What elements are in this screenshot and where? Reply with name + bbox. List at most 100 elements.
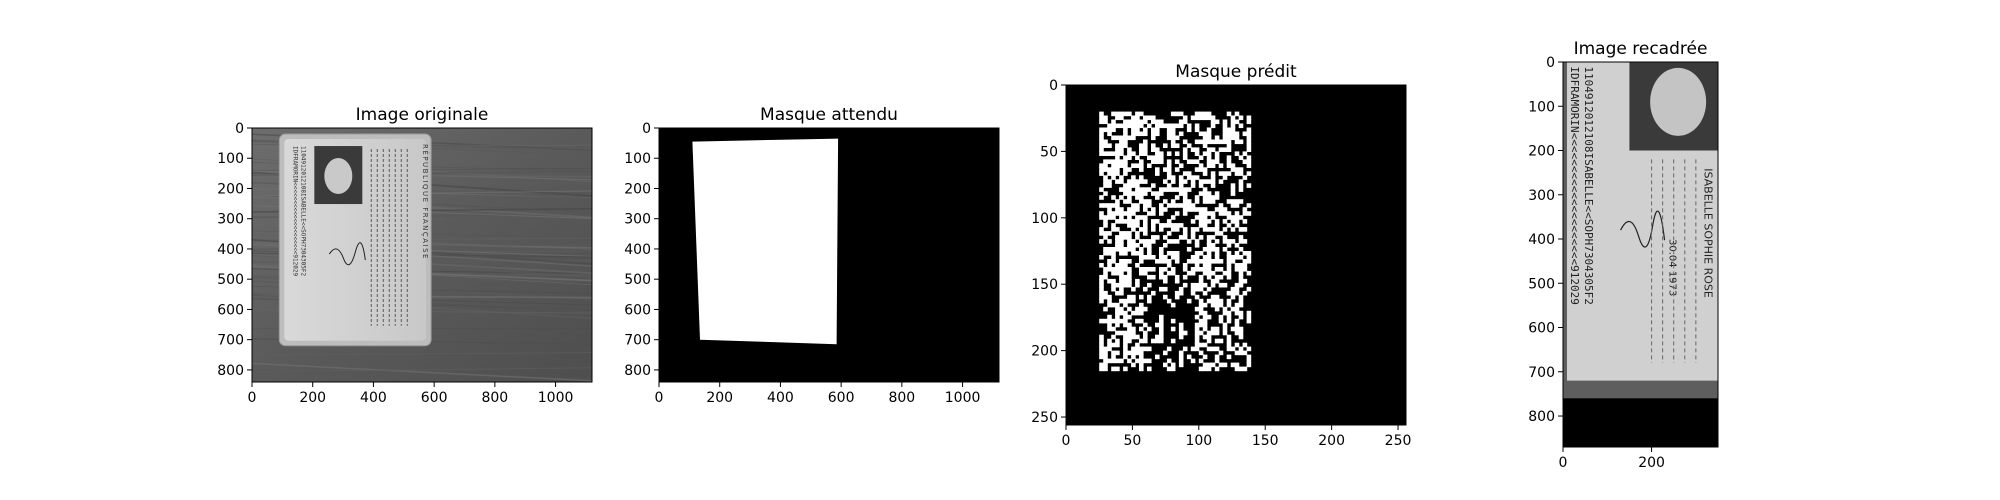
mask-pixel: [1159, 123, 1164, 129]
mask-pixel: [1107, 183, 1112, 188]
mask-pixel: [1214, 358, 1220, 364]
mask-pixel: [1230, 183, 1236, 188]
mask-pixel: [1123, 334, 1128, 340]
x-tick-label: 600: [421, 390, 448, 406]
mask-pixel: [1198, 366, 1204, 372]
crop-mrz-line-1: IDFRAMORIN<<<<<<<<<<<<<<<<<<<<912029: [1568, 66, 1581, 304]
mask-pixel: [1202, 223, 1208, 228]
mask-pixel: [1238, 255, 1244, 260]
mask-pixel: [1246, 203, 1252, 208]
mask-pixel: [1127, 207, 1132, 212]
mask-pixel: [1103, 179, 1108, 184]
y-tick-label: 300: [624, 212, 651, 228]
mask-pixel: [1163, 278, 1168, 284]
mask-pixel: [1143, 334, 1148, 340]
mask-pixel: [1127, 123, 1132, 129]
mask-pixel: [1238, 330, 1244, 336]
mask-pixel: [1115, 302, 1120, 308]
mask-pixel: [1198, 306, 1204, 312]
mask-pixel: [1190, 255, 1196, 260]
mask-pixel: [1190, 270, 1196, 276]
mask-pixel: [1123, 251, 1128, 256]
mask-pixel: [1115, 171, 1120, 176]
mask-pixel: [1170, 127, 1176, 133]
mask-pixel: [1107, 123, 1112, 129]
mask-pixel: [1170, 135, 1176, 141]
mask-pixel: [1111, 354, 1116, 360]
mask-pixel: [1123, 338, 1128, 344]
mask-pixel: [1210, 139, 1216, 145]
mask-pixel: [1194, 346, 1200, 352]
mask-pixel: [1127, 119, 1132, 125]
mask-pixel: [1226, 139, 1232, 145]
mask-pixel: [1206, 199, 1212, 204]
mask-pixel: [1103, 274, 1108, 280]
mask-pixel: [1226, 171, 1232, 176]
mask-pixel: [1103, 346, 1108, 352]
mask-pixel: [1135, 223, 1140, 228]
mask-pixel: [1111, 159, 1116, 164]
mask-pixel: [1182, 227, 1188, 232]
mask-pixel: [1107, 207, 1112, 212]
mask-pixel: [1222, 330, 1228, 336]
mask-pixel: [1155, 131, 1160, 137]
mask-pixel: [1163, 223, 1168, 228]
mask-pixel: [1198, 251, 1204, 256]
mask-pixel: [1115, 282, 1120, 288]
mask-pixel: [1107, 259, 1112, 264]
mask-pixel: [1246, 251, 1252, 256]
mask-pixel: [1143, 139, 1148, 145]
x-tick-label: 400: [767, 390, 794, 406]
mask-pixel: [1210, 159, 1216, 164]
mask-pixel: [1202, 207, 1208, 212]
mask-pixel: [1206, 159, 1212, 164]
y-tick-label: 0: [642, 121, 651, 137]
mask-pixel: [1151, 155, 1156, 160]
mask-pixel: [1214, 155, 1220, 160]
mask-pixel: [1218, 302, 1224, 308]
mask-pixel: [1222, 306, 1228, 312]
mask-pixel: [1147, 199, 1152, 204]
mask-pixel: [1147, 247, 1152, 252]
mask-pixel: [1226, 147, 1232, 152]
mask-pixel: [1166, 270, 1172, 276]
mask-pixel: [1206, 243, 1212, 248]
mask-pixel: [1111, 171, 1116, 176]
mask-pixel: [1099, 163, 1104, 168]
mask-pixel: [1234, 215, 1240, 220]
mask-pixel: [1131, 115, 1136, 121]
mask-pixel: [1147, 282, 1152, 288]
y-tick-label: 100: [1528, 99, 1555, 115]
panel-2: Masque attendu 0 200 400 600 800 1000 0 100 200 30…: [624, 105, 1000, 406]
y-tick-label: 100: [217, 151, 244, 167]
mask-pixel: [1151, 290, 1156, 296]
mask-pixel: [1127, 334, 1132, 340]
mask-pixel: [1178, 187, 1184, 192]
mask-pixel: [1166, 223, 1172, 228]
mask-pixel: [1131, 251, 1136, 256]
mask-pixel: [1170, 255, 1176, 260]
mask-pixel: [1111, 302, 1116, 308]
mask-pixel: [1143, 147, 1148, 152]
mask-pixel: [1234, 310, 1240, 316]
mask-pixel: [1107, 203, 1112, 208]
mask-pixel: [1210, 215, 1216, 220]
mask-pixel: [1174, 111, 1180, 117]
mask-pixel: [1226, 243, 1232, 248]
mask-pixel: [1123, 278, 1128, 284]
mask-pixel: [1131, 227, 1136, 232]
mask-pixel: [1115, 211, 1120, 216]
mask-pixel: [1151, 131, 1156, 137]
mask-pixel: [1143, 239, 1148, 244]
mask-pixel: [1115, 318, 1120, 324]
mask-pixel: [1139, 131, 1144, 137]
mask-pixel: [1202, 211, 1208, 216]
mask-pixel: [1198, 282, 1204, 288]
mask-pixel: [1131, 286, 1136, 292]
mask-pixel: [1198, 139, 1204, 145]
mask-pixel: [1155, 219, 1160, 224]
mask-pixel: [1218, 207, 1224, 212]
mask-pixel: [1147, 255, 1152, 260]
mask-pixel: [1174, 223, 1180, 228]
mask-pixel: [1099, 115, 1104, 121]
